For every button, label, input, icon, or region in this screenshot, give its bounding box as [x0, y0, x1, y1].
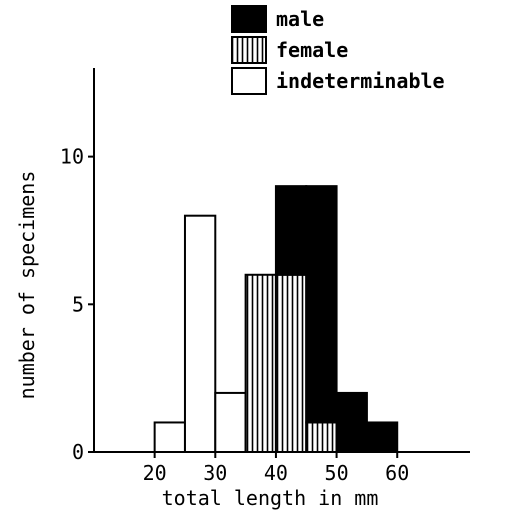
bar-female-40-45 [274, 273, 308, 453]
x-tick-label-30: 30 [203, 461, 227, 485]
legend-label-male: male [276, 7, 324, 31]
x-tick-label-20: 20 [143, 461, 167, 485]
bar-female-45-50 [305, 421, 338, 454]
legend-label-female: female [276, 38, 348, 62]
bar-male-40-45 [274, 185, 308, 276]
bar-female-35-40 [244, 273, 277, 453]
bar-male-50-55 [335, 391, 368, 453]
bar-indeterminable-30-35 [214, 391, 247, 453]
x-axis-title: total length in mm [162, 486, 379, 510]
legend-label-indeterminable: indeterminable [276, 69, 445, 93]
x-tick-label-40: 40 [264, 461, 288, 485]
legend-swatch-male [231, 5, 267, 33]
bar-indeterminable-25-30 [183, 214, 217, 453]
bar-male-55-60 [365, 421, 399, 454]
y-tick-label-5: 5 [72, 292, 84, 316]
ticks-group: 20 30 40 50 60 0 5 10 [60, 145, 409, 485]
bar-indeterminable-20-25 [153, 421, 186, 454]
y-tick-label-0: 0 [72, 440, 84, 464]
legend: male female indeterminable [231, 5, 445, 95]
y-axis-title: number of specimens [15, 171, 39, 400]
y-tick-label-10: 10 [60, 145, 84, 169]
legend-swatch-female [231, 36, 267, 64]
x-tick-label-60: 60 [385, 461, 409, 485]
legend-swatch-indeterminable [231, 67, 267, 95]
x-tick-label-50: 50 [325, 461, 349, 485]
axes-group [93, 68, 470, 453]
bar-male-45-50 [305, 185, 338, 424]
bars-group [153, 185, 399, 454]
